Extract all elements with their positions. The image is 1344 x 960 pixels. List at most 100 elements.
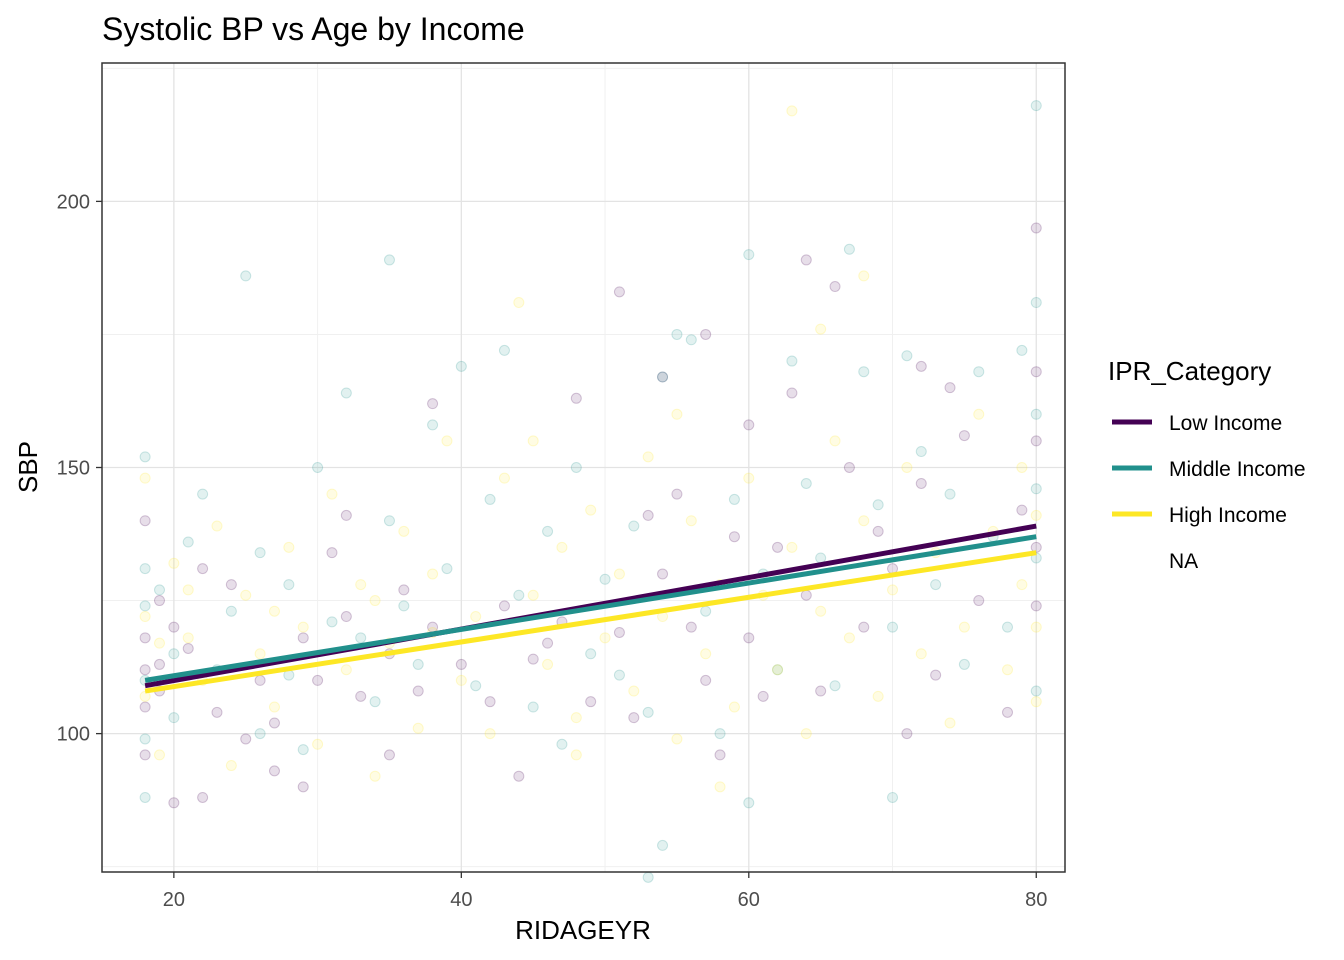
data-point (1002, 621, 1014, 633)
data-point (1030, 696, 1042, 708)
x-axis: 20 40 60 80 (163, 872, 1047, 911)
data-point (714, 781, 726, 793)
data-point (915, 477, 927, 489)
data-point (1016, 504, 1028, 516)
data-point (1030, 509, 1042, 521)
data-point (786, 355, 798, 367)
data-point (657, 371, 669, 383)
data-point (843, 462, 855, 473)
data-point (613, 568, 625, 580)
chart-title: Systolic BP vs Age by Income (102, 11, 525, 47)
data-point (628, 712, 640, 724)
data-point (225, 579, 237, 591)
data-point (455, 674, 467, 686)
data-point (153, 637, 165, 649)
data-point (139, 563, 151, 575)
data-point (168, 557, 180, 569)
data-point (887, 791, 899, 803)
data-point (858, 270, 870, 282)
data-point (513, 589, 525, 601)
data-point (915, 648, 927, 660)
data-point (182, 642, 194, 654)
data-point (312, 674, 324, 686)
legend-title: IPR_Category (1108, 356, 1271, 386)
data-point (1030, 621, 1042, 633)
data-point (901, 462, 913, 473)
data-point (887, 621, 899, 633)
data-point (1002, 706, 1014, 718)
data-point (858, 366, 870, 378)
data-point (944, 717, 956, 729)
data-point (786, 387, 798, 399)
data-point (139, 611, 151, 623)
y-axis: 100 150 200 (57, 191, 102, 746)
data-point (570, 749, 582, 761)
data-point (197, 488, 209, 500)
data-point (829, 435, 841, 447)
data-point (585, 648, 597, 660)
y-tick-label: 150 (57, 458, 90, 480)
data-point (153, 595, 165, 607)
data-point (1016, 344, 1028, 356)
data-point (944, 488, 956, 500)
data-point (958, 430, 970, 442)
data-point (441, 435, 453, 447)
data-point (657, 839, 669, 851)
data-point (168, 621, 180, 633)
data-point (714, 749, 726, 761)
data-point (973, 595, 985, 607)
data-point (743, 632, 755, 644)
data-point (254, 728, 266, 740)
data-point (139, 749, 151, 761)
data-point (901, 350, 913, 362)
data-point (139, 791, 151, 803)
data-point (484, 696, 496, 708)
data-point (139, 690, 151, 702)
data-point (1030, 435, 1042, 447)
data-point (498, 344, 510, 356)
data-point (139, 600, 151, 612)
data-point (930, 579, 942, 591)
data-point (139, 664, 151, 676)
data-point (398, 525, 410, 537)
data-point (858, 621, 870, 633)
y-tick-label: 200 (57, 191, 90, 213)
data-point (700, 674, 712, 686)
data-point (168, 712, 180, 724)
data-point (240, 589, 252, 601)
data-point (642, 451, 654, 463)
data-point (355, 690, 367, 702)
data-point (412, 658, 424, 670)
data-point (383, 254, 395, 266)
data-point (542, 525, 554, 537)
data-point (470, 680, 482, 692)
data-point (182, 632, 194, 644)
data-point (527, 435, 539, 447)
x-tick-label: 80 (1025, 889, 1047, 911)
data-point (599, 573, 611, 585)
data-point (542, 658, 554, 670)
data-point (757, 690, 769, 702)
trend-line (144, 534, 1037, 683)
data-point (355, 579, 367, 591)
data-point (427, 568, 439, 580)
data-point (268, 701, 280, 713)
data-point (211, 520, 223, 532)
data-point (182, 584, 194, 596)
y-tick-label: 100 (57, 724, 90, 746)
data-point (1030, 366, 1042, 378)
data-point (657, 568, 669, 580)
data-point (1016, 579, 1028, 591)
data-point (168, 648, 180, 660)
data-point (829, 680, 841, 692)
data-point (168, 797, 180, 809)
data-point (297, 744, 309, 756)
data-point (283, 579, 295, 591)
data-point (585, 696, 597, 708)
data-point (800, 477, 812, 489)
data-point (527, 653, 539, 665)
x-tick-label: 20 (163, 889, 185, 911)
data-point (772, 541, 784, 553)
data-point (484, 493, 496, 505)
data-point (685, 621, 697, 633)
